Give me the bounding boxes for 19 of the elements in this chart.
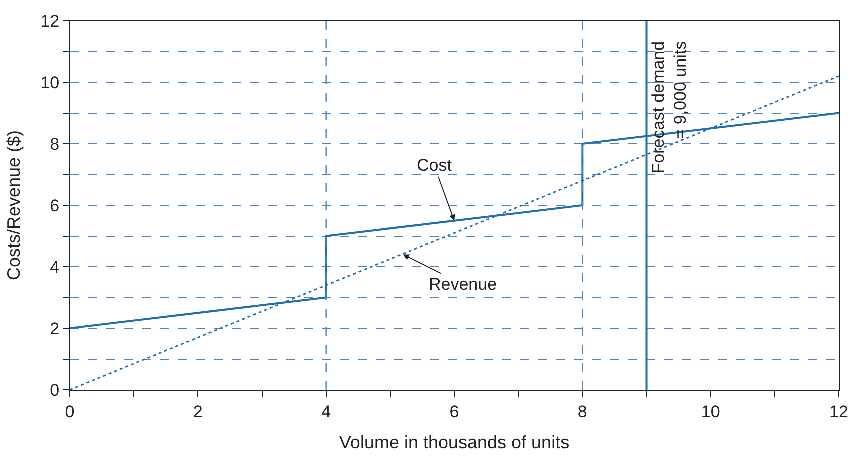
x-tick-label: 4 — [322, 402, 332, 422]
x-tick-label: 0 — [65, 402, 75, 422]
y-axis-title: Costs/Revenue ($) — [4, 130, 24, 281]
x-tick-label: 10 — [701, 402, 720, 422]
x-tick-label: 6 — [450, 402, 460, 422]
y-tick-label: 2 — [50, 319, 60, 338]
x-tick-label: 2 — [193, 402, 203, 422]
x-axis-title: Volume in thousands of units — [339, 432, 570, 452]
y-tick-label: 0 — [50, 380, 60, 400]
y-tick-label: 6 — [50, 196, 60, 216]
y-tick-label: 4 — [50, 258, 60, 277]
annotation: Revenue — [429, 275, 498, 294]
y-tick-label: 8 — [50, 134, 60, 154]
y-tick-label: 10 — [40, 73, 60, 92]
y-tick-label: 12 — [40, 12, 60, 31]
ref-line-label: Forecast demand = 9,000 units — [648, 41, 690, 174]
annotation: Cost — [417, 156, 452, 175]
x-tick-label: 8 — [578, 402, 588, 422]
x-tick-label: 12 — [830, 402, 848, 422]
